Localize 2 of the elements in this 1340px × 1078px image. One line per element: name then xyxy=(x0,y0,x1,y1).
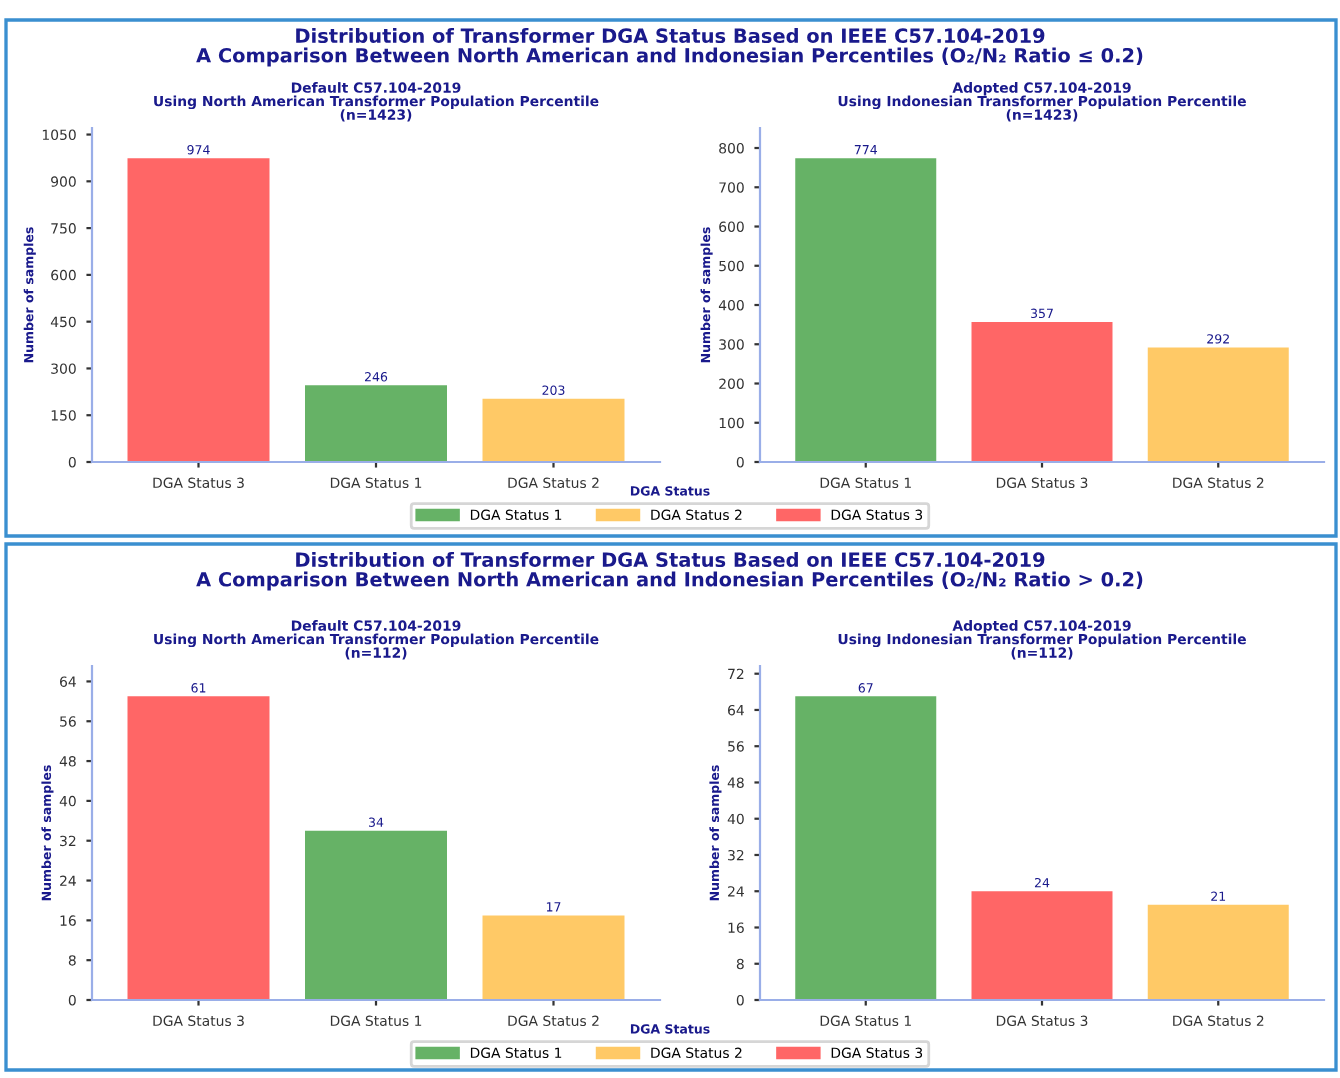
chart-title: Distribution of Transformer DGA Status Based on IEEE C57.104-2019 A Comparison Between North American and Indonesian Percentiles (O₂/N₂ Ratio ≤ 0.2) xyxy=(196,28,1143,67)
chart-title: Distribution of Transformer DGA Status Based on IEEE C57.104-2019 A Comparison Between North American and Indonesian Percentiles (O₂/N₂ Ratio > 0.2) xyxy=(196,552,1143,591)
